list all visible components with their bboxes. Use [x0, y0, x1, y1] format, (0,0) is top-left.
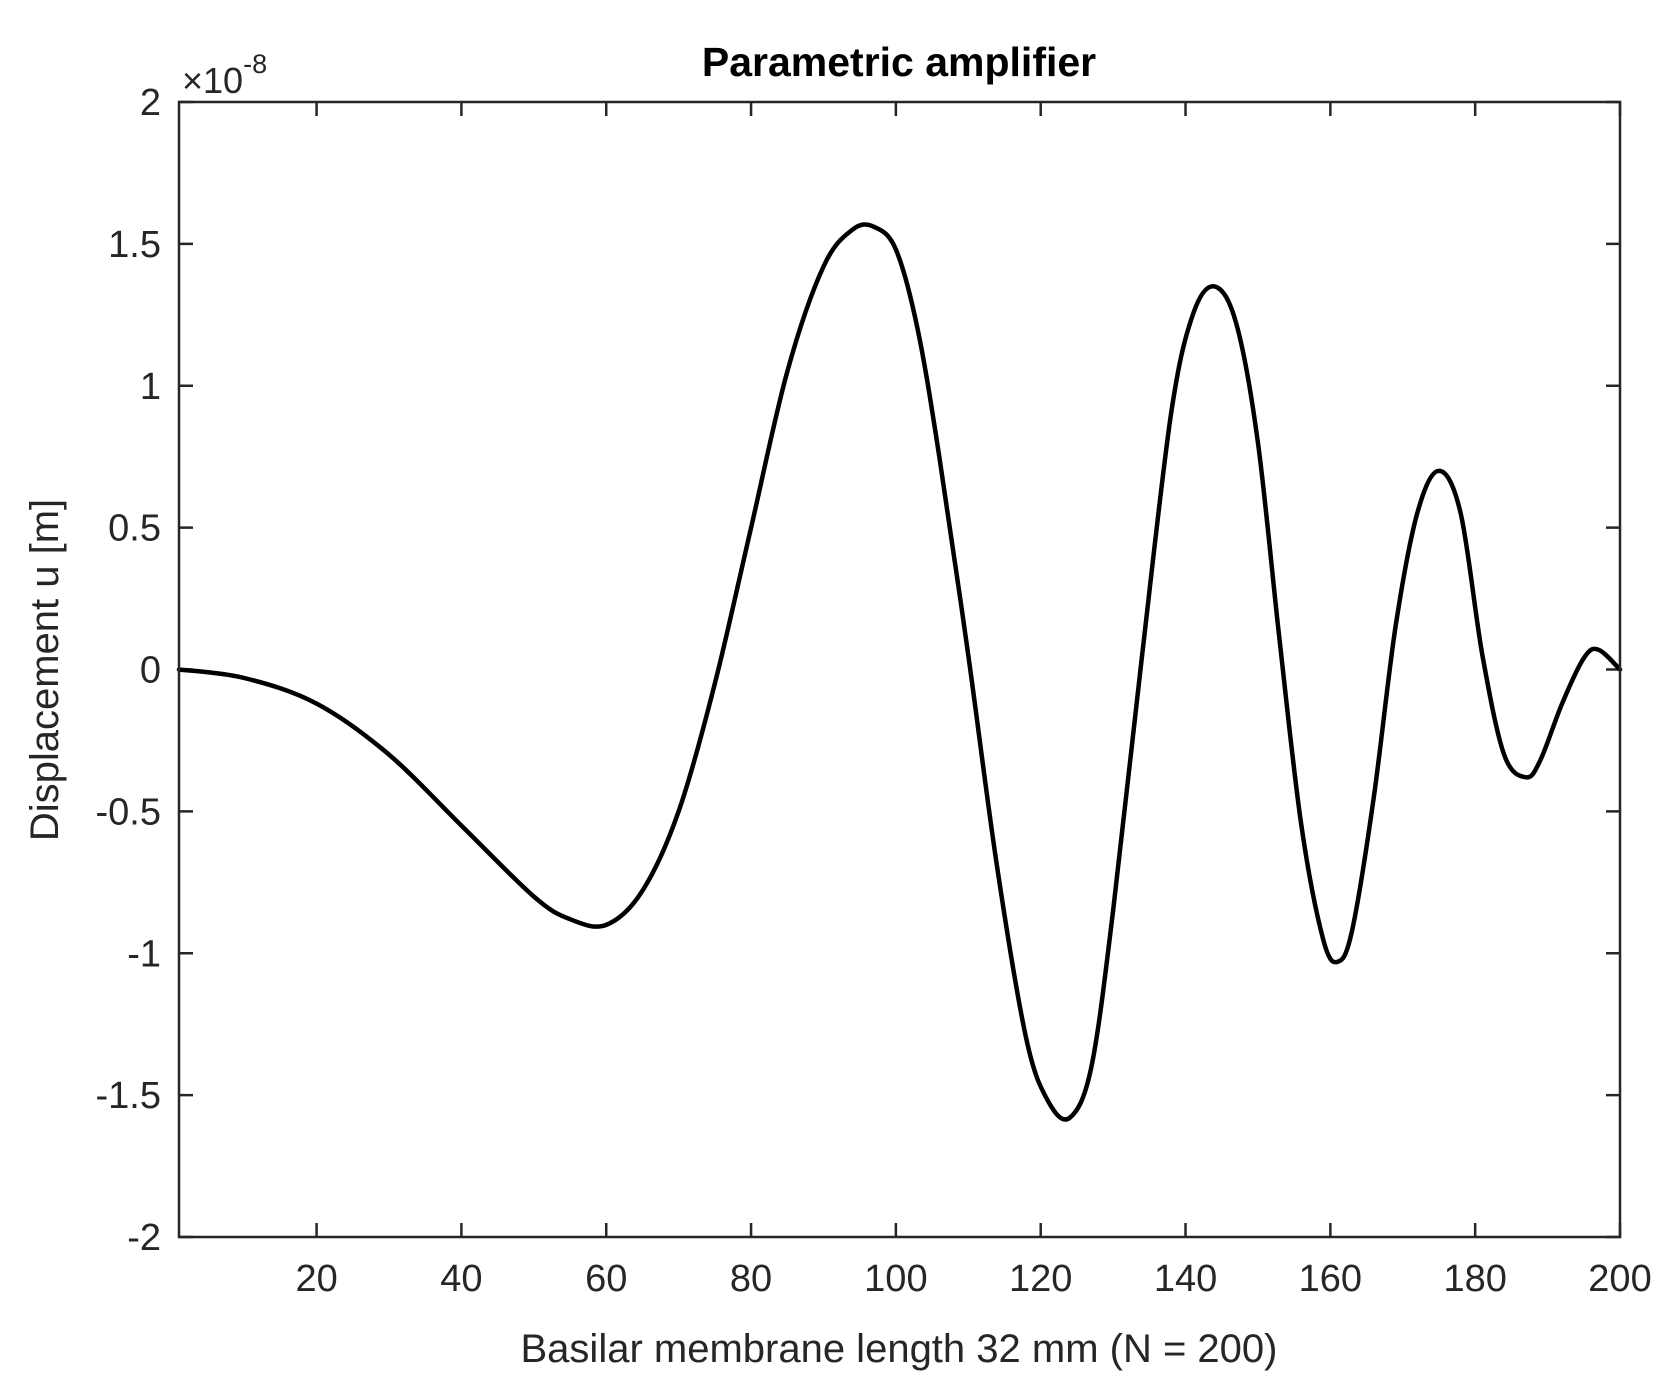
y-tick-label: 1 [140, 366, 161, 408]
y-tick-label: -0.5 [96, 791, 161, 833]
x-tick-label: 60 [585, 1258, 627, 1300]
plot-frame [177, 100, 1622, 1239]
y-axis-ticks: -2 -1.5 -1 -0.5 0 0.5 1 1.5 2 [96, 82, 1620, 1259]
y-exponent-power: -8 [243, 49, 267, 79]
chart-title: Parametric amplifier [702, 39, 1096, 85]
y-exponent-prefix: ×10 [182, 60, 243, 101]
y-tick-label: 0.5 [108, 508, 161, 550]
y-tick-label: 1.5 [108, 224, 161, 266]
x-tick-label: 180 [1443, 1258, 1506, 1300]
x-tick-label: 20 [295, 1258, 337, 1300]
x-tick-label: 200 [1588, 1258, 1651, 1300]
y-axis-label: Displacement u [m] [23, 499, 67, 841]
y-tick-label: -1.5 [96, 1075, 161, 1117]
y-exponent-label: ×10-8 [182, 49, 267, 101]
x-tick-label: 40 [440, 1258, 482, 1300]
y-tick-label: -1 [127, 933, 161, 975]
plot-area [179, 102, 1620, 1237]
x-tick-label: 160 [1299, 1258, 1362, 1300]
x-tick-label: 120 [1009, 1258, 1072, 1300]
series-line [176, 222, 1623, 1122]
x-tick-label: 100 [864, 1258, 927, 1300]
x-axis-ticks: 20 40 60 80 100 120 140 160 180 200 [295, 102, 1652, 1300]
x-tick-label: 80 [730, 1258, 772, 1300]
y-tick-label: 2 [140, 82, 161, 124]
x-axis-label: Basilar membrane length 32 mm (N = 200) [521, 1327, 1278, 1371]
y-tick-label: -2 [127, 1217, 161, 1259]
x-tick-label: 140 [1154, 1258, 1217, 1300]
y-tick-label: 0 [140, 650, 161, 692]
